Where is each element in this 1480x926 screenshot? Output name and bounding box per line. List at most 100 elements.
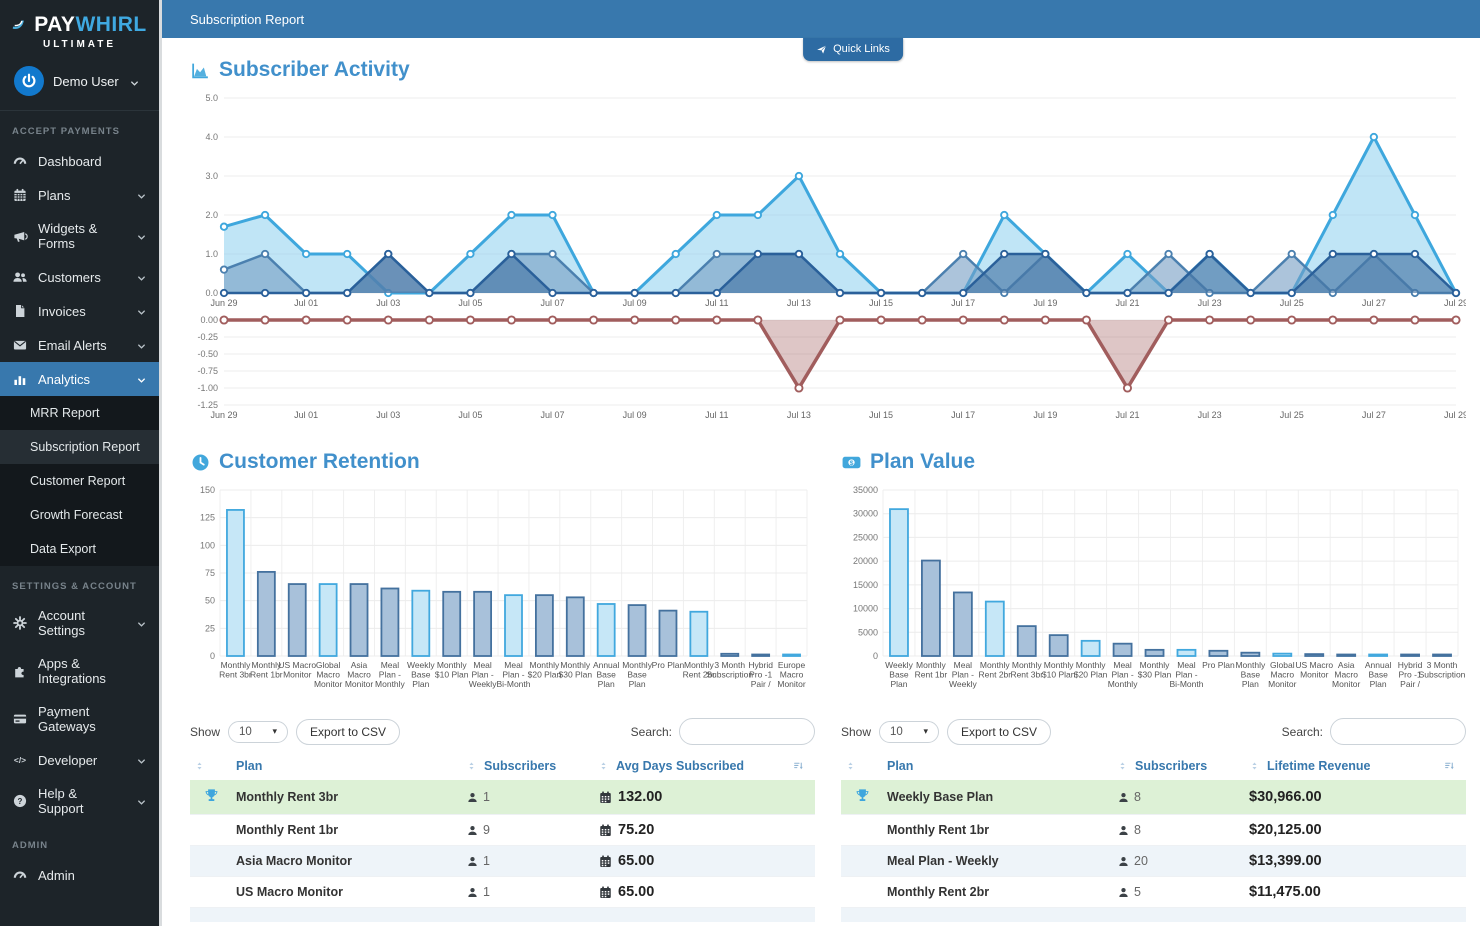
- sidebar-subitem-customer-report[interactable]: Customer Report: [30, 474, 126, 488]
- nav-section-label: ADMIN: [12, 840, 49, 851]
- search-input[interactable]: [679, 718, 815, 745]
- quick-links-button[interactable]: Quick Links: [803, 38, 903, 61]
- column-header-plan[interactable]: Plan: [887, 759, 914, 773]
- person-icon: [468, 856, 477, 866]
- svg-text:Europe: Europe: [778, 660, 806, 670]
- sidebar-item-developer[interactable]: </> Developer: [0, 743, 159, 777]
- table-row: Monthly Rent 2br 5 $11,475.00: [841, 876, 1466, 908]
- svg-text:0.00: 0.00: [200, 315, 218, 325]
- svg-text:Jul 01: Jul 01: [294, 410, 318, 420]
- plan-value-table: Plan Subscribers Lifetime Revenue Weekly Ba…: [841, 751, 1466, 922]
- sidebar-item-dashboard[interactable]: Dashboard: [0, 144, 159, 178]
- sidebar-item-payment-gateways[interactable]: Payment Gateways: [0, 695, 159, 743]
- svg-text:Monthly: Monthly: [375, 679, 406, 689]
- svg-text:Monthly: Monthly: [916, 660, 947, 670]
- subscribers-icon: [466, 791, 479, 804]
- sidebar-item-apps-integrations[interactable]: Apps & Integrations: [0, 647, 159, 695]
- subscribers-icon: [466, 886, 479, 899]
- sidebar-nav: ACCEPT PAYMENTS Dashboard Plans Widgets & F…: [0, 111, 159, 892]
- show-select[interactable]: 10 ▾: [228, 720, 289, 743]
- svg-text:100: 100: [200, 540, 215, 550]
- dashboard-icon: [13, 157, 27, 165]
- export-csv-button[interactable]: Export to CSV: [947, 718, 1052, 745]
- svg-text:5000: 5000: [858, 627, 878, 637]
- sidebar-item-invoices[interactable]: Invoices: [0, 294, 159, 328]
- puzzle-icon: [12, 663, 28, 679]
- svg-text:Pair /: Pair /: [1400, 679, 1420, 689]
- svg-text:Monthly: Monthly: [980, 660, 1011, 670]
- column-header-subscribers[interactable]: Subscribers: [462, 751, 594, 780]
- table-row: Monthly Rent 1br 8 $20,125.00: [841, 814, 1466, 846]
- svg-text:Jul 15: Jul 15: [869, 410, 893, 420]
- person-icon: [1119, 825, 1128, 835]
- sort-icon: [1120, 762, 1125, 770]
- rank-cell: [190, 845, 232, 877]
- logo[interactable]: PAYWHIRL: [0, 0, 159, 37]
- svg-text:Jul 25: Jul 25: [1280, 298, 1304, 308]
- value-cell: 132.00: [594, 780, 789, 815]
- sidebar-item-customers[interactable]: Customers: [0, 260, 159, 294]
- svg-text:35000: 35000: [853, 485, 878, 495]
- svg-text:Meal: Meal: [1113, 660, 1132, 670]
- subscribers-cell: 5: [1113, 876, 1245, 908]
- value-text: 75.20: [598, 822, 785, 838]
- svg-text:Jul 27: Jul 27: [1362, 410, 1386, 420]
- svg-text:Macro: Macro: [316, 670, 340, 680]
- plan-name: US Macro Monitor: [236, 885, 343, 899]
- sidebar-item-widgets-forms[interactable]: Widgets & Forms: [0, 212, 159, 260]
- search-input[interactable]: [1330, 718, 1466, 745]
- sidebar-subitem-data-export[interactable]: Data Export: [30, 542, 97, 556]
- user-name: Demo User: [53, 73, 119, 89]
- sort-column-header[interactable]: [190, 751, 232, 780]
- svg-text:Base: Base: [1241, 670, 1261, 680]
- subscribers-cell: 9: [462, 814, 594, 846]
- export-csv-button[interactable]: Export to CSV: [296, 718, 401, 745]
- show-select[interactable]: 10 ▾: [879, 720, 940, 743]
- user-menu[interactable]: Demo User: [0, 50, 159, 111]
- plan-cell: Monthly Rent 2br: [883, 876, 1113, 908]
- svg-text:Jul 25: Jul 25: [1280, 410, 1304, 420]
- svg-text:150: 150: [200, 485, 215, 495]
- sidebar-item-analytics[interactable]: Analytics: [0, 362, 159, 396]
- svg-text:$20 Plan: $20 Plan: [528, 670, 562, 680]
- sort-desc-header[interactable]: [789, 751, 815, 780]
- table-row: [841, 907, 1466, 922]
- svg-text:Macro: Macro: [347, 670, 371, 680]
- svg-text:Jul 19: Jul 19: [1033, 410, 1057, 420]
- svg-text:Monthly: Monthly: [560, 660, 591, 670]
- svg-text:3.0: 3.0: [205, 171, 218, 181]
- plan-value-table-area: Show 10 ▾ Export to CSV Search: Plan Subscribe…: [841, 718, 1466, 922]
- sort-icon: [197, 762, 202, 770]
- plan-name: Asia Macro Monitor: [236, 854, 352, 868]
- sidebar-item-admin[interactable]: Admin: [0, 858, 159, 892]
- end-cell: [1440, 780, 1466, 815]
- sidebar-item-email-alerts[interactable]: Email Alerts: [0, 328, 159, 362]
- column-header-plan[interactable]: Plan: [236, 759, 263, 773]
- sidebar-subitem-growth-forecast[interactable]: Growth Forecast: [30, 508, 123, 522]
- column-header-subscribers[interactable]: Subscribers: [1113, 751, 1245, 780]
- sidebar-item-label: Developer: [38, 752, 98, 768]
- svg-text:Jul 03: Jul 03: [376, 410, 400, 420]
- sort-desc-header[interactable]: [1440, 751, 1466, 780]
- column-header-avg-days-subscribed[interactable]: Avg Days Subscribed: [594, 751, 789, 780]
- svg-text:Monthly: Monthly: [684, 660, 715, 670]
- svg-text:Rent 2br: Rent 2br: [683, 670, 716, 680]
- caret-down-icon: ▾: [923, 726, 929, 736]
- svg-text:Bi-Month: Bi-Month: [1169, 679, 1203, 689]
- sidebar-subitem-mrr-report[interactable]: MRR Report: [30, 406, 100, 420]
- sidebar-item-plans[interactable]: Plans: [0, 178, 159, 212]
- power-icon: [14, 66, 44, 96]
- trophy-icon: [856, 789, 868, 801]
- bullhorn-icon: [12, 228, 28, 244]
- sidebar-item-help-support[interactable]: ? Help & Support: [0, 777, 159, 825]
- chevron-down-icon: [138, 275, 145, 281]
- svg-text:Macro: Macro: [1334, 670, 1358, 680]
- svg-text:Meal: Meal: [1177, 660, 1196, 670]
- column-header-lifetime-revenue[interactable]: Lifetime Revenue: [1245, 751, 1440, 780]
- svg-text:Bi-Month: Bi-Month: [496, 679, 530, 689]
- sort-column-header[interactable]: [841, 751, 883, 780]
- chevron-down-icon: [136, 190, 147, 201]
- svg-text:Weekly: Weekly: [949, 679, 977, 689]
- sidebar-item-account-settings[interactable]: Account Settings: [0, 599, 159, 647]
- sidebar-subitem-subscription-report[interactable]: Subscription Report: [0, 430, 159, 464]
